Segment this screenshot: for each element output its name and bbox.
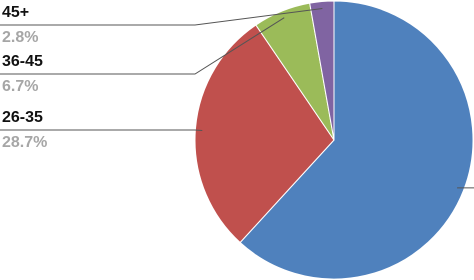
value-label: 2.8% — [2, 29, 38, 46]
leader-line — [0, 7, 323, 26]
category-label: 36-45 — [2, 53, 43, 70]
value-label: 6.7% — [2, 78, 38, 95]
value-label: 28.7% — [2, 134, 47, 151]
category-label: 45+ — [2, 4, 29, 21]
pie-slice — [309, 0, 335, 141]
leader-line — [0, 17, 285, 75]
pie-slice — [239, 0, 474, 280]
category-label: 26-35 — [2, 109, 43, 126]
